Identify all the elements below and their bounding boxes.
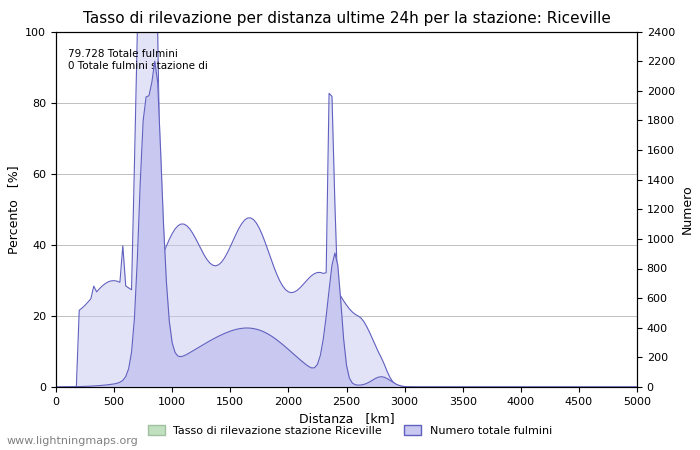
Text: www.lightningmaps.org: www.lightningmaps.org bbox=[7, 436, 139, 446]
Y-axis label: Numero: Numero bbox=[680, 184, 694, 234]
Y-axis label: Percento   [%]: Percento [%] bbox=[7, 165, 20, 253]
Legend: Tasso di rilevazione stazione Riceville, Numero totale fulmini: Tasso di rilevazione stazione Riceville,… bbox=[144, 420, 556, 440]
X-axis label: Distanza   [km]: Distanza [km] bbox=[299, 412, 394, 425]
Title: Tasso di rilevazione per distanza ultime 24h per la stazione: Riceville: Tasso di rilevazione per distanza ultime… bbox=[83, 11, 610, 26]
Text: 79.728 Totale fulmini
0 Totale fulmini stazione di: 79.728 Totale fulmini 0 Totale fulmini s… bbox=[68, 50, 207, 71]
